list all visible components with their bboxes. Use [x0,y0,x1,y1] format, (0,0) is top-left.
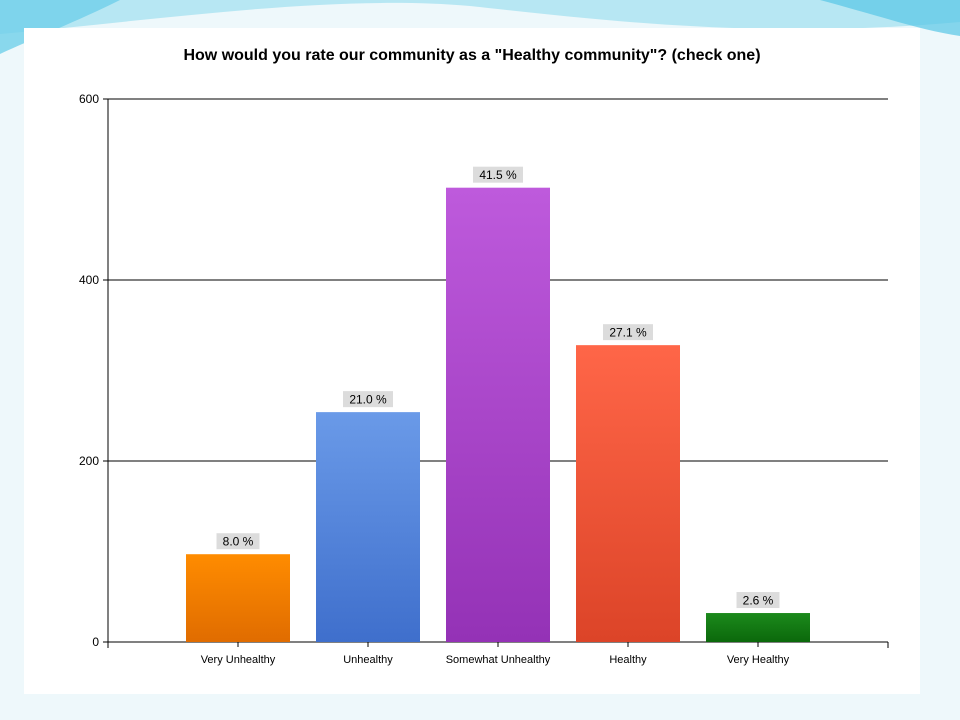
chart-panel: How would you rate our community as a "H… [24,28,920,694]
bar-chart: 0 200 400 600 8.0 % Very Unhealthy 21.0 % Unhea… [79,92,889,666]
bar [446,187,550,642]
data-label: 8.0 % [223,535,254,549]
y-tick-label: 400 [79,273,99,287]
bar [316,412,420,642]
data-label-box [473,166,523,183]
data-label-box [736,592,780,609]
chart-title: How would you rate our community as a "H… [183,47,761,64]
x-tick-label: Very Healthy [727,654,790,666]
x-tick-label: Very Unhealthy [201,654,276,666]
decor-wave-right [820,0,960,36]
data-label-box [603,324,653,341]
bar [576,345,680,642]
data-label-box [343,391,393,408]
data-label: 2.6 % [743,594,774,608]
data-label: 21.0 % [349,393,387,407]
x-tick-label: Somewhat Unhealthy [446,654,551,666]
bar [186,554,290,642]
bar [706,613,810,642]
data-label-box [216,533,260,550]
y-tick-label: 0 [92,635,99,649]
y-tick-label: 600 [79,92,99,106]
data-label: 41.5 % [479,168,517,182]
data-label: 27.1 % [609,326,647,340]
decor-wave-top [0,0,960,34]
y-tick-label: 200 [79,454,99,468]
x-tick-label: Healthy [609,654,647,666]
x-tick-label: Unhealthy [343,654,393,666]
